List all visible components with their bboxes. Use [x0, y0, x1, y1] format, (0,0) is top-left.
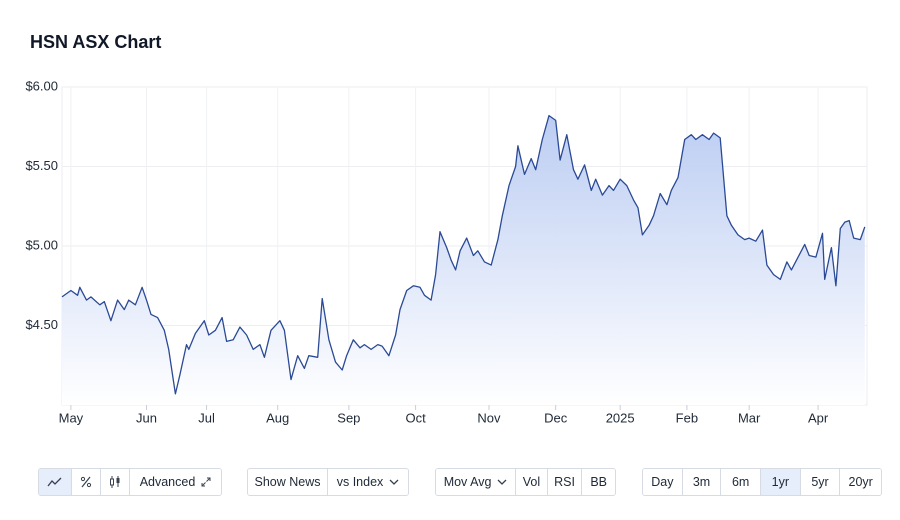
mov-avg-button[interactable]: Mov Avg — [436, 469, 517, 495]
mov-avg-label: Mov Avg — [443, 475, 492, 489]
vol-label: Vol — [522, 475, 541, 489]
percent-button[interactable] — [71, 469, 102, 495]
range-label: Day — [651, 475, 674, 489]
range-button[interactable]: 6m — [721, 469, 762, 495]
chart: $4.50 $5.00 $5.50 $6.00 May Jun Jul Aug Sep Oct No… — [25, 78, 868, 425]
rsi-button[interactable]: RSI — [547, 469, 583, 495]
line-chart-button[interactable] — [39, 469, 72, 495]
y-tick-label: $6.00 — [25, 78, 58, 93]
x-tick-label: Feb — [676, 410, 698, 425]
price-area — [62, 115, 865, 405]
rsi-label: RSI — [554, 475, 575, 489]
x-tick-label: Dec — [544, 410, 568, 425]
x-tick-label: 2025 — [606, 410, 635, 425]
range-label: 20yr — [848, 475, 873, 489]
range-button[interactable]: 20yr — [840, 469, 881, 495]
x-tick-label: Jun — [136, 410, 157, 425]
x-tick-label: Aug — [266, 410, 289, 425]
range-button[interactable]: 3m — [682, 469, 722, 495]
vol-button[interactable]: Vol — [516, 469, 548, 495]
range-label: 3m — [692, 475, 711, 489]
bb-label: BB — [590, 475, 608, 489]
range-button[interactable]: 5yr — [800, 469, 841, 495]
advanced-label: Advanced — [139, 475, 196, 489]
price-line — [61, 114, 866, 395]
y-tick-label: $4.50 — [25, 317, 58, 332]
x-tick-label: Oct — [405, 410, 426, 425]
x-tick-label: Nov — [477, 410, 501, 425]
x-tick-label: May — [59, 410, 84, 425]
vs-index-button[interactable]: vs Index — [328, 469, 408, 495]
x-tick-label: Jul — [198, 410, 215, 425]
advanced-button[interactable]: Advanced — [130, 469, 221, 495]
range-label: 1yr — [771, 475, 790, 489]
x-tick-label: Sep — [337, 410, 360, 425]
range-button[interactable]: Day — [643, 469, 683, 495]
y-tick-label: $5.00 — [25, 237, 58, 252]
range-label: 6m — [731, 475, 750, 489]
indicator-group: Mov Avg Vol RSI BB — [435, 468, 616, 496]
range-label: 5yr — [811, 475, 829, 489]
candlestick-button[interactable] — [101, 469, 130, 495]
show-news-label: Show News — [254, 475, 321, 489]
bb-button[interactable]: BB — [582, 469, 615, 495]
x-tick-label: Mar — [738, 410, 761, 425]
range-button[interactable]: 1yr — [761, 469, 801, 495]
y-tick-label: $5.50 — [25, 158, 58, 173]
show-news-button[interactable]: Show News — [248, 469, 328, 495]
chart-title: HSN ASX Chart — [30, 32, 162, 52]
chart-type-group: Advanced — [38, 468, 222, 496]
vs-index-label: vs Index — [336, 475, 384, 489]
range-group: Day 3m 6m 1yr 5yr 20yr — [642, 468, 882, 496]
x-tick-label: Apr — [808, 410, 829, 425]
news-group: Show News vs Index — [247, 468, 409, 496]
